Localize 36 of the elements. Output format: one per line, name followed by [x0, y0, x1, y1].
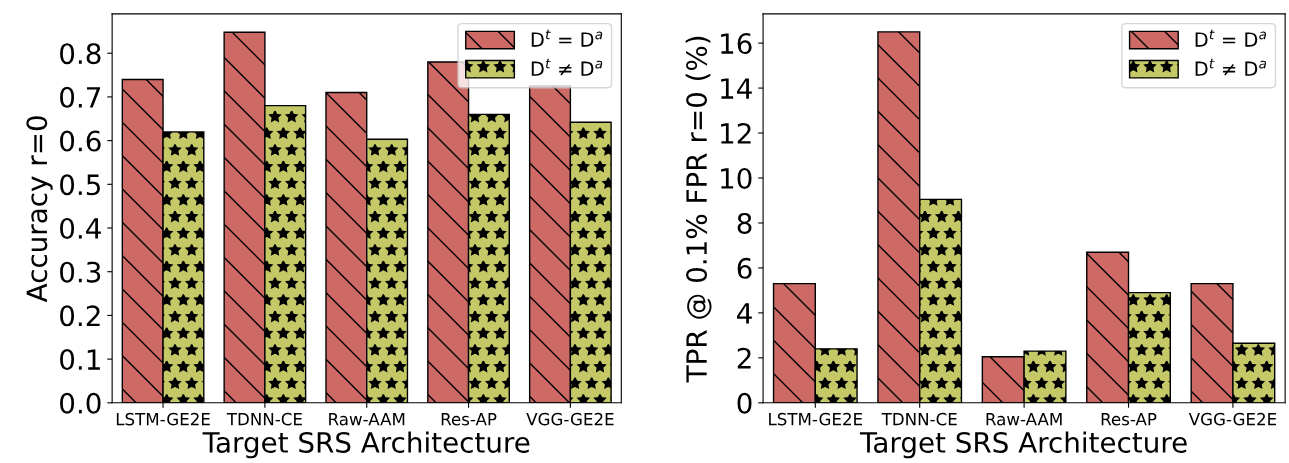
legend-label: D$^{t}$ ≠ D$^{a}$: [1195, 58, 1267, 76]
y-tick-label: 8: [737, 212, 752, 234]
x-tick-label: LSTM-GE2E: [116, 412, 210, 426]
y-tick-label: 0.1: [60, 349, 100, 371]
y-tick-label: 0.6: [60, 130, 101, 152]
y-tick-label: 0: [737, 392, 752, 414]
x-tick-label: Res-AP: [441, 413, 497, 426]
x-tick-label: Raw-AAM: [329, 413, 405, 426]
y-tick-label: 0.5: [60, 174, 100, 196]
y-tick-label: 6: [737, 257, 752, 279]
y-tick-label: 12: [721, 122, 751, 144]
y-tick-label: 16: [721, 33, 752, 55]
y-tick-label: 4: [737, 303, 752, 324]
y-tick-label: 0.4: [60, 217, 101, 239]
x-tick-label: TDNN-CE: [881, 412, 957, 426]
x-tick-label: VGG-GE2E: [1188, 412, 1277, 426]
legend-label: D$^{t}$ = D$^{a}$: [531, 29, 603, 47]
x-tick-label: VGG-GE2E: [526, 412, 614, 426]
y-tick-label: 0.3: [60, 261, 101, 283]
x-axis-title: Target SRS Architecture: [202, 431, 530, 459]
y-tick-label: 2: [737, 347, 751, 369]
y-tick-label: 0.0: [60, 392, 101, 414]
y-tick-label: 0.7: [60, 86, 101, 108]
x-tick-label: LSTM-GE2E: [769, 412, 863, 426]
y-axis-title: TPR @ 0.1% FPR r=0 (%): [685, 36, 712, 383]
legend-label: D$^{t}$ = D$^{a}$: [1195, 29, 1267, 47]
x-tick-label: Res-AP: [1101, 413, 1157, 426]
x-tick-label: TDNN-CE: [226, 412, 302, 426]
y-tick-label: 14: [721, 78, 752, 99]
y-tick-label: 0.8: [60, 43, 101, 65]
y-tick-label: 0.2: [60, 305, 100, 327]
legend-label: D$^{t}$ ≠ D$^{a}$: [531, 58, 603, 76]
x-axis-title: Target SRS Architecture: [859, 431, 1187, 459]
y-axis-title: Accuracy r=0: [26, 116, 53, 303]
y-tick-label: 10: [721, 167, 752, 189]
x-tick-label: Raw-AAM: [986, 413, 1062, 426]
